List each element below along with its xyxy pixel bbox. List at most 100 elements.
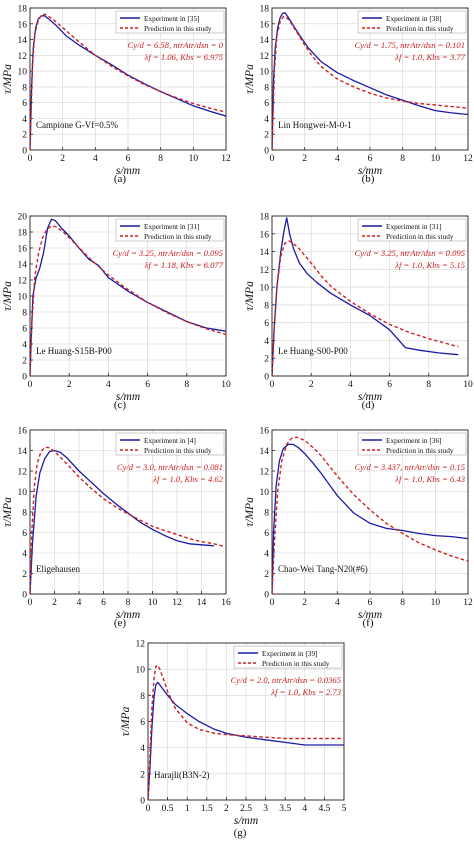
specimen-label: Harajli(B3N-2) [154,770,209,780]
y-tick-label: 16 [260,230,270,240]
x-tick-label: 4 [106,380,111,390]
panel-caption: (d) [362,399,375,411]
y-tick-label: 14 [18,36,28,46]
parameter-annotation: λf = 1.18, Kbs = 6.077 [144,260,224,270]
y-tick-label: 14 [260,248,270,258]
x-tick-label: 8 [158,154,163,164]
x-tick-label: 8 [126,598,131,608]
x-tick-label: 2 [52,598,57,608]
x-axis-label: s/mm [234,815,258,827]
y-tick-label: 6 [22,529,27,539]
x-tick-label: 4 [335,598,340,608]
x-tick-label: 2.5 [240,804,252,814]
legend-label: Experiment in [38] [386,14,442,23]
x-tick-label: 0 [28,380,33,390]
y-tick-label: 4 [22,550,27,560]
y-tick-label: 8 [264,83,269,93]
y-tick-label: 16 [18,427,28,437]
x-tick-label: 4 [77,598,82,608]
parameter-annotation: Cy/d = 3.25, ntrAtr/dsn = 0.095 [355,248,466,258]
y-tick-label: 0 [22,147,27,157]
legend-label: Prediction in this study [386,232,454,241]
legend-label: Prediction in this study [144,232,212,241]
y-tick-label: 12 [260,468,270,478]
y-tick-label: 16 [18,20,28,30]
series-line-experiment [272,443,468,594]
y-tick-label: 12 [260,266,270,276]
legend-box [357,432,467,456]
x-tick-label: 6 [126,154,131,164]
parameter-annotation: λf = 1.0, Kbs = 2.73 [270,687,341,697]
legend-label: Experiment in [36] [386,436,442,445]
y-tick-label: 10 [18,488,28,498]
legend-box [115,218,225,242]
y-tick-label: 4 [264,550,269,560]
parameter-annotation: λf = 1.06, Kbs = 6.975 [144,52,224,62]
y-tick-label: 14 [260,447,270,457]
y-tick-label: 8 [140,692,145,702]
series-line-experiment [272,12,468,150]
y-tick-label: 6 [264,319,269,329]
y-tick-label: 20 [18,213,28,223]
legend-label: Prediction in this study [262,659,330,668]
x-axis-label: s/mm [116,609,140,621]
x-tick-label: 4.5 [318,804,330,814]
panel-caption: (b) [362,173,375,185]
parameter-annotation: Cy/d = 2.0, ntrAtr/dsn = 0.0365 [231,675,342,685]
x-tick-label: 2 [67,380,72,390]
y-tick-label: 10 [260,488,270,498]
legend-label: Prediction in this study [144,24,212,33]
panel-caption: (a) [114,173,127,185]
x-tick-label: 14 [197,598,207,608]
y-tick-label: 16 [260,20,270,30]
y-tick-label: 12 [18,468,28,478]
x-tick-label: 10 [221,380,231,390]
y-tick-label: 8 [22,309,27,319]
x-tick-label: 2 [60,154,65,164]
legend-label: Experiment in [31] [386,222,442,231]
panel-caption: (f) [363,617,374,629]
y-tick-label: 10 [136,666,146,676]
y-axis-label: τ/MPa [2,64,14,94]
x-tick-label: 6 [387,380,392,390]
x-tick-label: 2 [309,380,314,390]
y-tick-label: 0 [264,591,269,601]
x-tick-label: 5 [342,804,347,814]
y-tick-label: 6 [22,325,27,335]
panel-caption: (g) [234,827,247,839]
chart-panel-4: 0 2 4 6 8 10 0 2 4 6 8 10 12 14 16 18 τ/MPa s/mm(d) Experi… [244,213,473,412]
x-tick-label: 0 [28,598,33,608]
x-axis-label: s/mm [116,391,140,403]
x-tick-label: 4 [348,380,353,390]
specimen-label: Chao-Wei Tang-N20(#6) [278,564,368,574]
y-tick-label: 10 [260,284,270,294]
x-tick-label: 2 [302,598,307,608]
x-axis-label: s/mm [358,391,382,403]
parameter-annotation: λf = 1.0, Kbs = 6.43 [394,474,465,484]
x-tick-label: 0 [146,804,151,814]
legend-box [115,10,225,34]
y-tick-label: 0 [22,373,27,383]
x-tick-label: 2 [302,154,307,164]
y-axis-label: τ/MPa [244,64,256,94]
x-tick-label: 1 [185,804,190,814]
parameter-annotation: λf = 1.0, Kbs = 3.77 [394,52,465,62]
legend-box [357,218,467,242]
y-tick-label: 8 [264,301,269,311]
y-tick-label: 2 [22,357,27,367]
y-tick-label: 18 [18,5,28,15]
y-tick-label: 10 [260,68,270,78]
y-tick-label: 0 [22,591,27,601]
legend-label: Experiment in [35] [144,14,200,23]
x-tick-label: 0 [270,154,275,164]
y-axis-label: τ/MPa [120,706,132,736]
y-tick-label: 14 [18,261,28,271]
y-tick-label: 8 [22,509,27,519]
x-tick-label: 10 [189,154,199,164]
x-tick-label: 4 [335,154,340,164]
y-tick-label: 6 [264,529,269,539]
x-tick-label: 16 [221,598,231,608]
series-line-prediction [272,436,468,594]
y-tick-label: 2 [140,770,145,780]
